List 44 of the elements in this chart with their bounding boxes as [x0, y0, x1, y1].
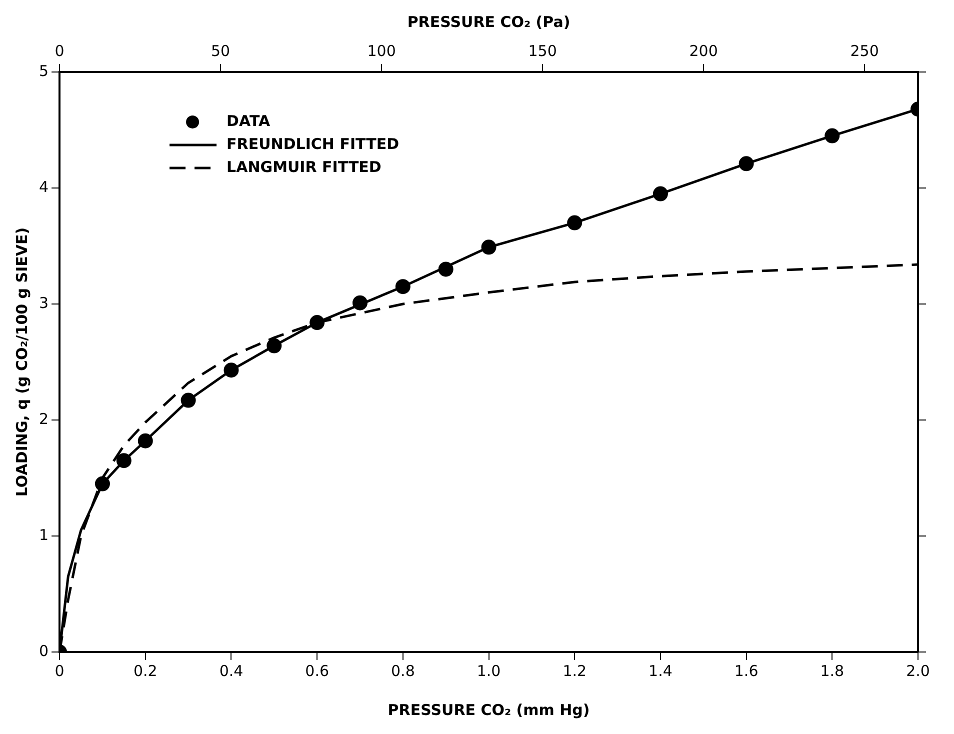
y-axis-title: LOADING, q (g CO₂/100 g SIEVE) [12, 227, 31, 497]
point [481, 240, 496, 255]
x-tick-label: 1.2 [562, 662, 587, 680]
x-tick-label: 0.8 [390, 662, 415, 680]
point [438, 262, 454, 277]
x-tick-label: 0 [54, 662, 64, 680]
x2-tick-label: 100 [367, 42, 396, 60]
point [352, 295, 368, 310]
x-tick-label: 1.6 [734, 662, 758, 680]
x2-tick-label: 200 [689, 42, 718, 60]
x2-tick-label: 0 [54, 42, 64, 60]
point [224, 362, 239, 378]
legend-label: LANGMUIR FITTED [226, 158, 382, 176]
x-tick-label: 1.0 [476, 662, 501, 680]
point [824, 128, 840, 144]
y-tick-label: 2 [38, 410, 49, 428]
x2-tick-label: 250 [850, 42, 879, 60]
legend-label: FREUNDLICH FITTED [226, 134, 400, 153]
y-tick-label: 5 [38, 62, 49, 80]
x-tick-label: 0.4 [219, 662, 244, 680]
x-tick-label: 2.0 [906, 662, 930, 680]
point [395, 279, 410, 294]
x2-tick-label: 150 [528, 42, 557, 60]
y-tick-label: 4 [38, 178, 49, 196]
point [266, 338, 282, 354]
point [310, 315, 325, 330]
point [138, 433, 153, 448]
x-axis-title: PRESSURE CO₂ (mm Hg) [388, 700, 590, 719]
point [738, 156, 754, 172]
point [567, 215, 582, 230]
x2-tick-label: 50 [210, 42, 230, 60]
x-tick-label: 0.6 [305, 662, 330, 680]
point [180, 392, 196, 408]
x-tick-label: 0.2 [133, 662, 158, 680]
y-tick-label: 3 [38, 294, 49, 312]
point [652, 186, 668, 202]
x2-axis-title: PRESSURE CO₂ (Pa) [407, 12, 570, 31]
point [116, 453, 132, 468]
legend-label: DATA [226, 112, 271, 130]
y-tick-label: 1 [38, 526, 49, 544]
x-tick-label: 1.8 [820, 662, 844, 680]
y-tick-label: 0 [38, 642, 49, 660]
point [94, 476, 110, 492]
x-tick-label: 1.4 [648, 662, 672, 680]
